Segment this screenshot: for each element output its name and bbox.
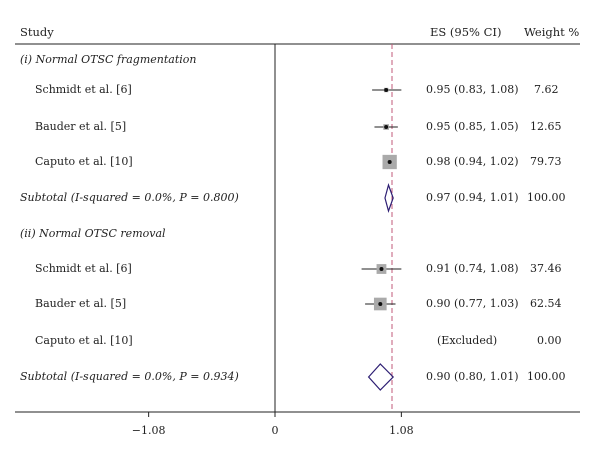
header-weight: Weight % [524, 25, 579, 39]
point-estimate [379, 267, 384, 271]
weight-text: 62.54 [530, 297, 562, 310]
weight-text: 100.00 [527, 370, 566, 383]
subtotal-diamond [367, 363, 395, 391]
header-es: ES (95% CI) [430, 25, 501, 39]
study-label: Caputo et al. [10] [35, 334, 133, 347]
point-estimate [387, 160, 392, 164]
header-study: Study [20, 25, 54, 39]
weight-text: 12.65 [530, 120, 562, 133]
point-estimate [384, 125, 389, 129]
study-label: Bauder et al. [5] [35, 120, 126, 133]
x-tick-label: −1.08 [132, 424, 166, 437]
weight-text: 79.73 [530, 155, 562, 168]
subtotal-diamond [384, 183, 394, 213]
subtotal-label: Subtotal (I-squared = 0.0%, P = 0.934) [20, 370, 239, 383]
es-text: 0.95 (0.85, 1.05) [426, 120, 519, 133]
es-text: 0.98 (0.94, 1.02) [426, 155, 519, 168]
study-label: Caputo et al. [10] [35, 155, 133, 168]
x-axis-ticks: −1.08 0 1.08 [132, 412, 414, 437]
es-text: 0.90 (0.77, 1.03) [426, 297, 519, 310]
study-label: Bauder et al. [5] [35, 297, 126, 310]
x-tick-label: 0 [272, 424, 279, 437]
es-text: 0.90 (0.80, 1.01) [426, 370, 519, 383]
weight-text: 7.62 [534, 83, 559, 96]
study-label: Schmidt et al. [6] [35, 262, 132, 275]
group-label-removal: (ii) Normal OTSC removal [20, 227, 166, 240]
plot-frame [15, 44, 580, 413]
es-text: 0.95 (0.83, 1.08) [426, 83, 519, 96]
subtotal-label: Subtotal (I-squared = 0.0%, P = 0.800) [20, 191, 239, 204]
plot-marks [361, 87, 402, 391]
weight-text: 0.00 [537, 334, 562, 347]
weight-text: 37.46 [530, 262, 562, 275]
x-tick-label: 1.08 [389, 424, 414, 437]
group-label-fragmentation: (i) Normal OTSC fragmentation [20, 53, 197, 66]
es-text: (Excluded) [437, 334, 497, 347]
point-estimate [384, 88, 389, 92]
weight-text: 100.00 [527, 191, 566, 204]
es-text: 0.91 (0.74, 1.08) [426, 262, 519, 275]
es-text: 0.97 (0.94, 1.01) [426, 191, 519, 204]
point-estimate [378, 302, 383, 306]
study-label: Schmidt et al. [6] [35, 83, 132, 96]
